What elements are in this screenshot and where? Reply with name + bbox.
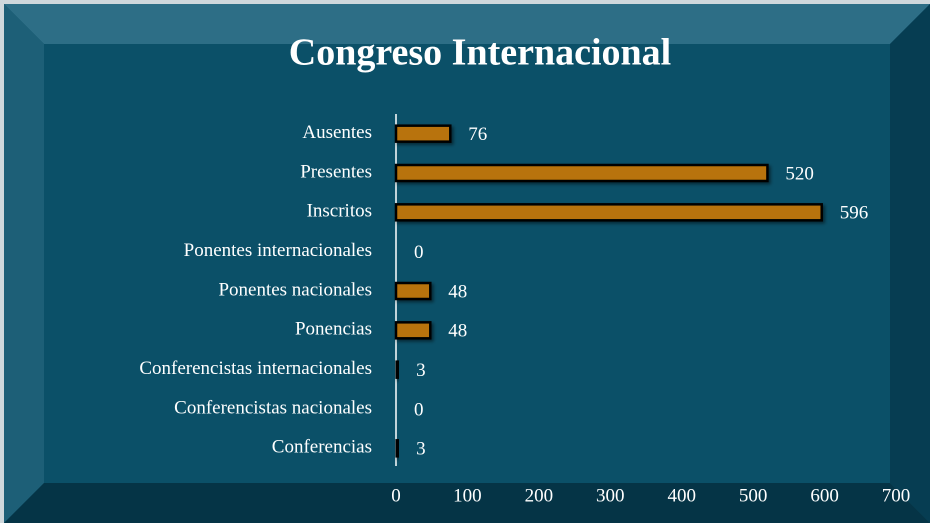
chart-title: Congreso Internacional [289,32,671,74]
bar [394,124,452,143]
x-tick-label: 300 [596,485,625,506]
bevel-left [4,4,44,523]
bar [394,439,400,458]
value-label: 0 [414,242,424,263]
value-label: 48 [448,281,467,302]
y-tick-label: Conferencias [272,437,372,458]
x-tick-label: 200 [525,485,554,506]
bar [394,321,432,340]
bevel-bottom [4,483,930,523]
y-tick-label: Ponencias [295,319,372,340]
x-tick-label: 100 [453,485,482,506]
x-tick-label: 600 [810,485,839,506]
y-tick-label: Inscritos [307,201,372,222]
x-tick-label: 400 [667,485,696,506]
bevel-right [890,4,930,523]
value-label: 520 [785,163,814,184]
bar [394,281,432,301]
value-label: 48 [448,321,467,342]
value-label: 3 [416,439,426,460]
x-tick-label: 500 [739,485,768,506]
bar [394,360,400,379]
value-label: 596 [840,203,869,224]
y-tick-label: Conferencistas internacionales [139,358,372,379]
y-tick-label: Ausentes [302,122,372,143]
value-label: 0 [414,399,424,420]
plot-background [44,44,890,483]
y-tick-label: Conferencistas nacionales [174,397,372,418]
y-tick-label: Ponentes nacionales [218,279,372,300]
bevel-top [4,4,930,44]
bar [394,163,769,183]
value-label: 76 [468,124,487,145]
y-tick-label: Presentes [300,161,372,182]
value-label: 3 [416,360,426,381]
bar [394,203,823,222]
x-tick-label: 0 [391,485,401,506]
x-tick-label: 700 [882,485,911,506]
y-tick-label: Ponentes internacionales [184,240,372,261]
